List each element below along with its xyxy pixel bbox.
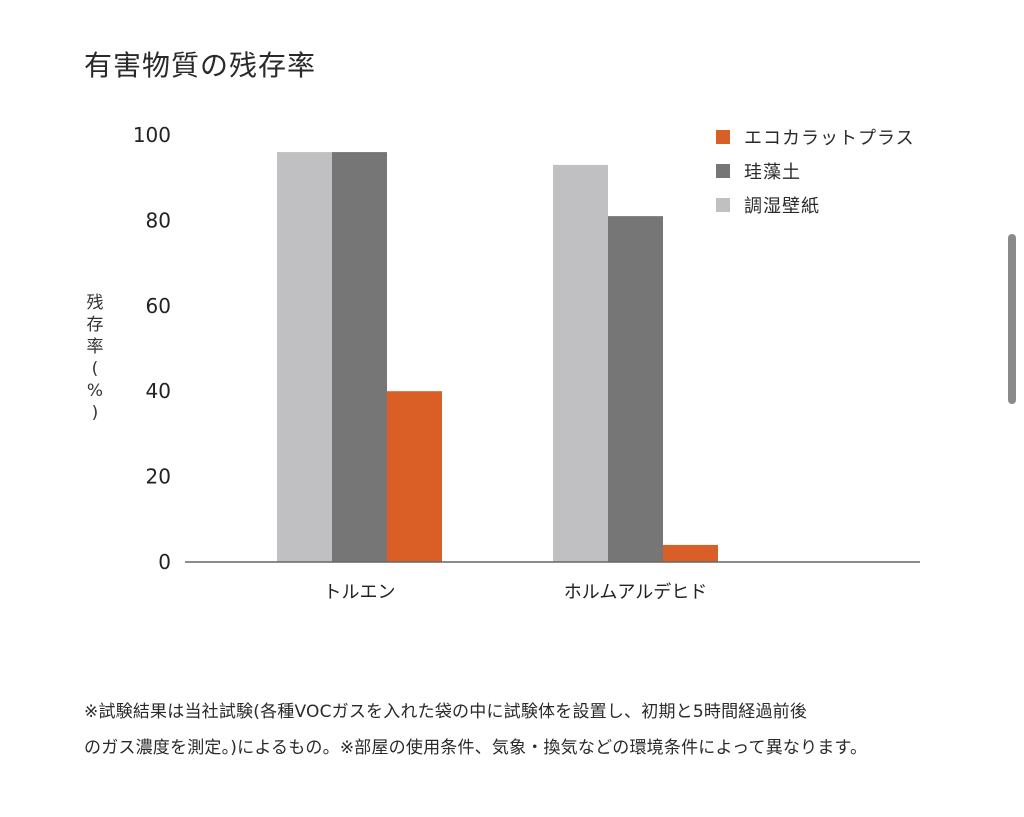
legend-swatch [716, 198, 730, 212]
bar-1-0 [553, 164, 608, 562]
y-tick-label: 40 [146, 379, 171, 403]
footnote-line-1: ※試験結果は当社試験(各種VOCガスを入れた袋の中に試験体を設置し、初期と5時間… [84, 702, 808, 722]
footnote: ※試験結果は当社試験(各種VOCガスを入れた袋の中に試験体を設置し、初期と5時間… [84, 694, 984, 766]
y-axis-label-char: ( [91, 359, 99, 379]
y-axis-label: 残存率(%) [84, 292, 106, 424]
y-axis-label-char: ) [91, 403, 99, 423]
bar-1-2 [663, 544, 718, 562]
x-tick-label: ホルムアルデヒド [564, 582, 707, 603]
y-tick-label: 60 [146, 294, 171, 318]
legend-label: エコカラットプラス [744, 128, 915, 149]
y-tick-label: 0 [158, 550, 171, 574]
legend-swatch [716, 130, 730, 144]
bar-1-1 [608, 216, 663, 562]
legend-swatch [716, 164, 730, 178]
y-axis-label-char: 存 [86, 315, 104, 335]
legend-item: 珪藻土 [716, 154, 915, 188]
bar-0-1 [332, 152, 387, 562]
chart-title: 有害物質の残存率 [84, 49, 317, 82]
y-tick-label: 80 [146, 208, 171, 232]
bar-0-2 [387, 391, 442, 562]
y-axis-label-char: % [86, 381, 104, 401]
bar-0-0 [277, 152, 332, 562]
legend-label: 珪藻土 [744, 162, 801, 183]
scrollbar-thumb[interactable] [1008, 234, 1016, 404]
legend: エコカラットプラス 珪藻土調湿壁紙 [716, 120, 915, 222]
x-tick-label: トルエン [324, 582, 396, 603]
y-tick-label: 100 [133, 123, 171, 147]
y-tick-label: 20 [146, 465, 171, 489]
legend-label: 調湿壁紙 [744, 196, 820, 217]
y-axis-label-char: 率 [86, 337, 104, 357]
footnote-line-2: のガス濃度を測定。)によるもの。※部屋の使用条件、気象・換気などの環境条件によっ… [84, 738, 868, 758]
legend-item: 調湿壁紙 [716, 188, 915, 222]
legend-item: エコカラットプラス [716, 120, 915, 154]
y-axis-label-char: 残 [86, 293, 104, 313]
